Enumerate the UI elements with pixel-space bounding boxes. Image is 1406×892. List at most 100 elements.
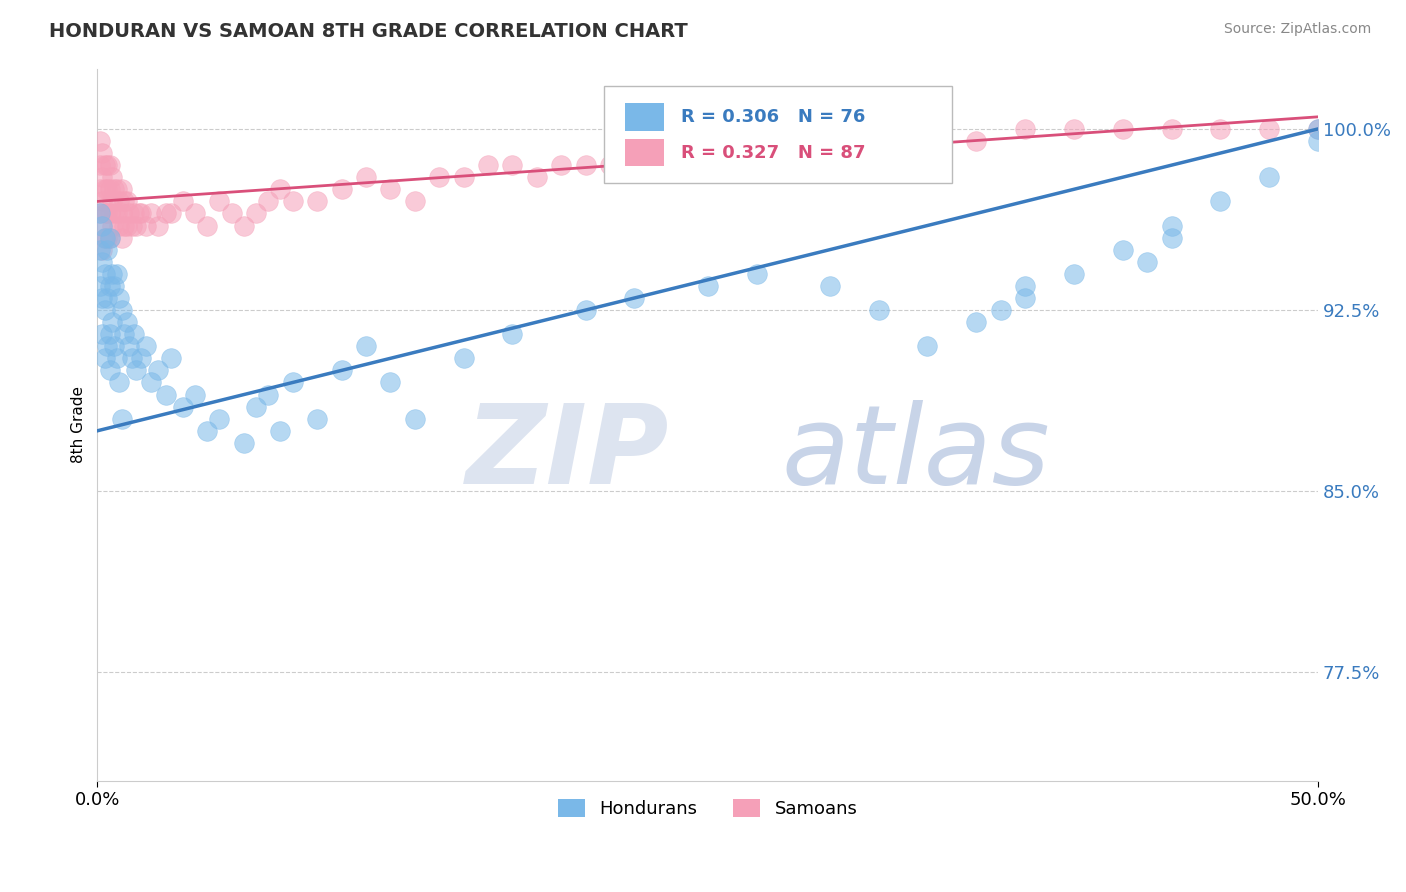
Point (93, 206, 115, 220)
Point (89, 206, 111, 220)
Point (93, 230, 115, 244)
Point (148, 363, 170, 377)
Point (501, 158, 523, 172)
Point (118, 206, 141, 220)
Point (91, 170, 114, 185)
Point (105, 267, 128, 281)
Point (453, 170, 475, 185)
Point (93, 182, 115, 196)
Point (1160, 122, 1182, 136)
Point (103, 206, 125, 220)
Point (112, 219, 135, 233)
Point (93, 351, 115, 366)
Point (105, 182, 128, 196)
Point (91, 243, 114, 257)
Point (91, 219, 114, 233)
Y-axis label: 8th Grade: 8th Grade (72, 386, 86, 463)
Point (98, 230, 121, 244)
Point (91, 291, 114, 305)
Point (184, 206, 207, 220)
Point (1308, 122, 1330, 136)
Point (745, 267, 768, 281)
Point (818, 134, 841, 148)
Point (111, 411, 134, 425)
Point (89, 278, 111, 293)
Point (269, 424, 291, 438)
Point (965, 315, 987, 329)
Point (1112, 122, 1135, 136)
Point (101, 315, 124, 329)
Point (98, 363, 121, 377)
Point (917, 122, 939, 136)
Point (121, 351, 143, 366)
Text: atlas: atlas (780, 400, 1050, 507)
Point (93, 267, 115, 281)
Point (599, 158, 621, 172)
Point (281, 376, 304, 390)
Point (1308, 134, 1330, 148)
Point (115, 315, 138, 329)
Point (195, 219, 218, 233)
Point (135, 339, 157, 353)
Point (96, 291, 118, 305)
Point (108, 194, 131, 209)
FancyBboxPatch shape (605, 87, 952, 183)
Point (1258, 122, 1281, 136)
Point (1209, 194, 1232, 209)
Point (208, 194, 231, 209)
Point (101, 170, 124, 185)
Point (122, 327, 145, 342)
Point (1209, 122, 1232, 136)
Point (1063, 122, 1085, 136)
Point (98, 206, 121, 220)
Point (108, 219, 131, 233)
Point (404, 194, 426, 209)
Point (965, 134, 987, 148)
Point (91, 254, 114, 268)
Point (1136, 254, 1159, 268)
Point (184, 387, 207, 401)
Point (98, 158, 121, 172)
Point (623, 146, 645, 161)
Point (111, 182, 134, 196)
Point (96, 182, 118, 196)
Point (115, 194, 138, 209)
Point (129, 206, 152, 220)
Point (93, 230, 115, 244)
Point (330, 182, 353, 196)
Point (307, 411, 329, 425)
Text: HONDURAN VS SAMOAN 8TH GRADE CORRELATION CHART: HONDURAN VS SAMOAN 8TH GRADE CORRELATION… (49, 22, 688, 41)
Point (89, 206, 111, 220)
Text: Source: ZipAtlas.com: Source: ZipAtlas.com (1223, 22, 1371, 37)
Point (818, 278, 841, 293)
Point (354, 170, 377, 185)
Point (1014, 122, 1036, 136)
Text: ZIP: ZIP (465, 400, 669, 507)
Point (477, 158, 499, 172)
Point (96, 206, 118, 220)
Point (672, 158, 695, 172)
Bar (624, 103, 664, 130)
Point (1308, 122, 1330, 136)
Point (245, 400, 267, 414)
Point (125, 363, 148, 377)
Point (155, 206, 177, 220)
Point (121, 219, 143, 233)
Point (98, 182, 121, 196)
Point (105, 206, 128, 220)
Point (232, 435, 254, 450)
Point (696, 146, 718, 161)
Point (139, 206, 162, 220)
Point (195, 424, 218, 438)
Point (501, 327, 523, 342)
Point (550, 158, 572, 172)
Point (98, 278, 121, 293)
Point (159, 206, 181, 220)
Point (111, 206, 134, 220)
Point (103, 182, 125, 196)
Text: R = 0.327   N = 87: R = 0.327 N = 87 (681, 144, 865, 161)
Point (89, 182, 111, 196)
Point (103, 278, 125, 293)
Point (575, 158, 598, 172)
Point (98, 327, 121, 342)
